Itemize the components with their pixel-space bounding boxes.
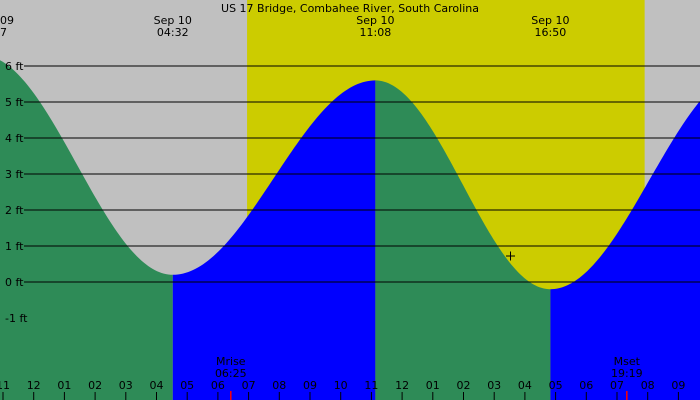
- grid-layer: [24, 65, 700, 283]
- x-tick-label: 01: [57, 379, 71, 392]
- x-tick-label: 02: [88, 379, 102, 392]
- x-tick-label: 04: [150, 379, 164, 392]
- x-tick-label: 09: [303, 379, 317, 392]
- x-tick-label: 09: [671, 379, 685, 392]
- y-tick-label: 0 ft: [5, 276, 24, 289]
- x-tick-label: 07: [610, 379, 624, 392]
- crosshair-cursor-icon: [506, 251, 515, 261]
- x-tick-label: 12: [27, 379, 41, 392]
- falling-tide-area: [0, 60, 173, 400]
- extreme-time-label: 16:50: [535, 26, 567, 39]
- y-tick-label: 5 ft: [5, 96, 24, 109]
- extreme-date-label: Sep 10: [356, 14, 394, 27]
- extreme-time-label: 7: [0, 26, 7, 39]
- tide-area-layer: [0, 60, 700, 400]
- y-axis-labels: 6 ft 5 ft 4 ft 3 ft 2 ft 1 ft 0 ft -1 ft: [5, 60, 28, 325]
- extreme-date-label: Sep 10: [531, 14, 569, 27]
- moon-event-name: Mrise: [216, 355, 246, 368]
- rising-tide-area: [550, 100, 700, 400]
- x-tick-label: 03: [119, 379, 133, 392]
- x-tick-label: 06: [211, 379, 225, 392]
- x-tick-label: 05: [549, 379, 563, 392]
- x-tick-label: 04: [518, 379, 532, 392]
- x-tick-label: 01: [426, 379, 440, 392]
- x-axis-ticks: 11 12 01 02 03 04 05 06 07 08 09 10 11 12 01 02 03 04 05 06…: [0, 379, 685, 400]
- y-tick-label: -1 ft: [5, 312, 28, 325]
- y-tick-label: 6 ft: [5, 60, 24, 73]
- moon-event-time: 19:19: [611, 367, 643, 380]
- x-tick-label: 05: [180, 379, 194, 392]
- extreme-date-label: 09: [0, 14, 14, 27]
- y-tick-label: 4 ft: [5, 132, 24, 145]
- x-tick-label: 11: [0, 379, 10, 392]
- x-tick-label: 10: [334, 379, 348, 392]
- y-tick-label: 3 ft: [5, 168, 24, 181]
- moon-event-time: 06:25: [215, 367, 247, 380]
- chart-title: US 17 Bridge, Combahee River, South Caro…: [221, 2, 479, 15]
- y-tick-label: 2 ft: [5, 204, 24, 217]
- x-tick-label: 11: [364, 379, 378, 392]
- extreme-time-label: 04:32: [157, 26, 189, 39]
- extreme-date-label: Sep 10: [154, 14, 192, 27]
- extreme-time-label: 11:08: [360, 26, 392, 39]
- x-tick-label: 07: [242, 379, 256, 392]
- x-tick-label: 08: [641, 379, 655, 392]
- x-tick-label: 02: [457, 379, 471, 392]
- x-tick-label: 03: [487, 379, 501, 392]
- moon-event-name: Mset: [614, 355, 641, 368]
- x-tick-label: 08: [272, 379, 286, 392]
- y-tick-label: 1 ft: [5, 240, 24, 253]
- falling-tide-area: [375, 80, 551, 400]
- x-tick-label: 12: [395, 379, 409, 392]
- x-tick-label: 06: [579, 379, 593, 392]
- rising-tide-area: [172, 80, 376, 400]
